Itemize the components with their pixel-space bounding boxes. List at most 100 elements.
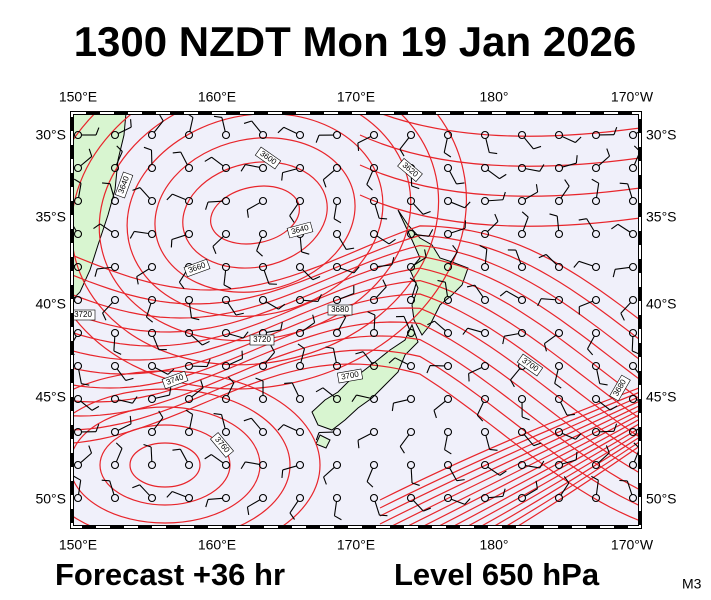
lon-label-top: 170°W [611, 89, 654, 105]
barb-flag [357, 142, 360, 151]
barb-station [295, 262, 305, 272]
barb-flag [456, 182, 465, 185]
contour-label: 3640 [114, 171, 134, 199]
barb-station [332, 427, 342, 437]
barb-station [554, 229, 564, 239]
barb-station [110, 328, 120, 338]
barb-staff [117, 126, 132, 134]
barb-station [295, 328, 305, 338]
barb-station [73, 361, 83, 371]
barb-flag [200, 380, 204, 388]
barb-station [147, 361, 157, 371]
barb-flag [73, 178, 82, 184]
barb-staff [620, 302, 632, 314]
barb-station [110, 394, 120, 404]
barb-flag [464, 201, 471, 209]
barb-staff [153, 120, 164, 133]
barb-flag [648, 416, 649, 424]
barb-staff [152, 336, 160, 350]
barb-staff [332, 348, 337, 363]
barb-station [73, 196, 83, 206]
barb-staff [412, 203, 424, 215]
barb-flag [612, 269, 616, 278]
barb-staff [102, 302, 113, 314]
barb-staff [212, 236, 224, 247]
lon-label-bottom: 180° [480, 537, 509, 553]
barb-staff [247, 202, 261, 211]
barb-station [110, 262, 120, 272]
barb-flag [322, 179, 327, 188]
barb-flag [605, 445, 610, 454]
barb-staff [289, 500, 299, 514]
contour-label-box [249, 334, 275, 346]
barb-station [184, 328, 194, 338]
barb-staff [179, 448, 188, 463]
barb-staff [299, 237, 303, 252]
barb-staff [115, 448, 123, 462]
lat-label-left: 50°S [35, 491, 66, 507]
contour-line [515, 445, 640, 527]
barb-flag [411, 185, 420, 190]
barb-staff [80, 452, 92, 464]
barb-station [369, 163, 379, 173]
barb-station [258, 130, 268, 140]
barb-staff [118, 399, 133, 404]
barb-staff [97, 266, 112, 270]
barb-staff [554, 369, 559, 384]
contour-label-box [286, 221, 314, 239]
barb-staff [449, 170, 457, 185]
barb-staff [561, 135, 576, 144]
barb-station [258, 493, 268, 503]
barb-station [369, 394, 379, 404]
barb-station [221, 130, 231, 140]
barb-flag [379, 514, 388, 517]
barb-staff [282, 168, 297, 174]
barb-flag [256, 250, 263, 257]
barb-staff [109, 183, 115, 198]
barb-station [221, 196, 231, 206]
barb-staff [410, 468, 413, 484]
barb-flag [426, 365, 431, 374]
barb-staff [615, 266, 630, 270]
barb-station [406, 328, 416, 338]
barb-flag [213, 413, 222, 416]
contour-line [420, 413, 640, 527]
barb-staff [556, 216, 560, 231]
barb-station [258, 394, 268, 404]
barb-flag [95, 127, 100, 136]
barb-station [443, 427, 453, 437]
barb-station [110, 460, 120, 470]
barb-station [184, 196, 194, 206]
contour-line [388, 404, 640, 527]
contour-line [72, 113, 440, 366]
barb-flag [587, 348, 594, 356]
barb-station [184, 493, 194, 503]
barb-flag [391, 256, 395, 265]
barb-station [591, 163, 601, 173]
barb-flag [433, 410, 437, 419]
barb-flag [317, 294, 322, 302]
barb-flag [502, 191, 506, 200]
barb-staff [289, 203, 299, 217]
barb-station [517, 262, 527, 272]
barb-staff [451, 498, 466, 505]
barb-station [258, 295, 268, 305]
barb-flag [206, 359, 211, 367]
barb-flag [346, 247, 355, 251]
barb-staff [283, 126, 298, 135]
barb-station [406, 361, 416, 371]
barb-staff [525, 465, 540, 469]
barb-flag [178, 281, 185, 289]
barb-flag [102, 182, 111, 185]
barb-station [221, 328, 231, 338]
barb-staff [506, 290, 520, 299]
barb-flag [143, 146, 152, 151]
barb-station [480, 295, 490, 305]
barb-staff [375, 286, 387, 298]
barb-staff [484, 249, 488, 264]
barb-flag [158, 113, 164, 122]
barb-staff [487, 466, 501, 476]
barb-station [369, 196, 379, 206]
barb-staff [523, 137, 534, 150]
barb-staff [136, 268, 150, 278]
